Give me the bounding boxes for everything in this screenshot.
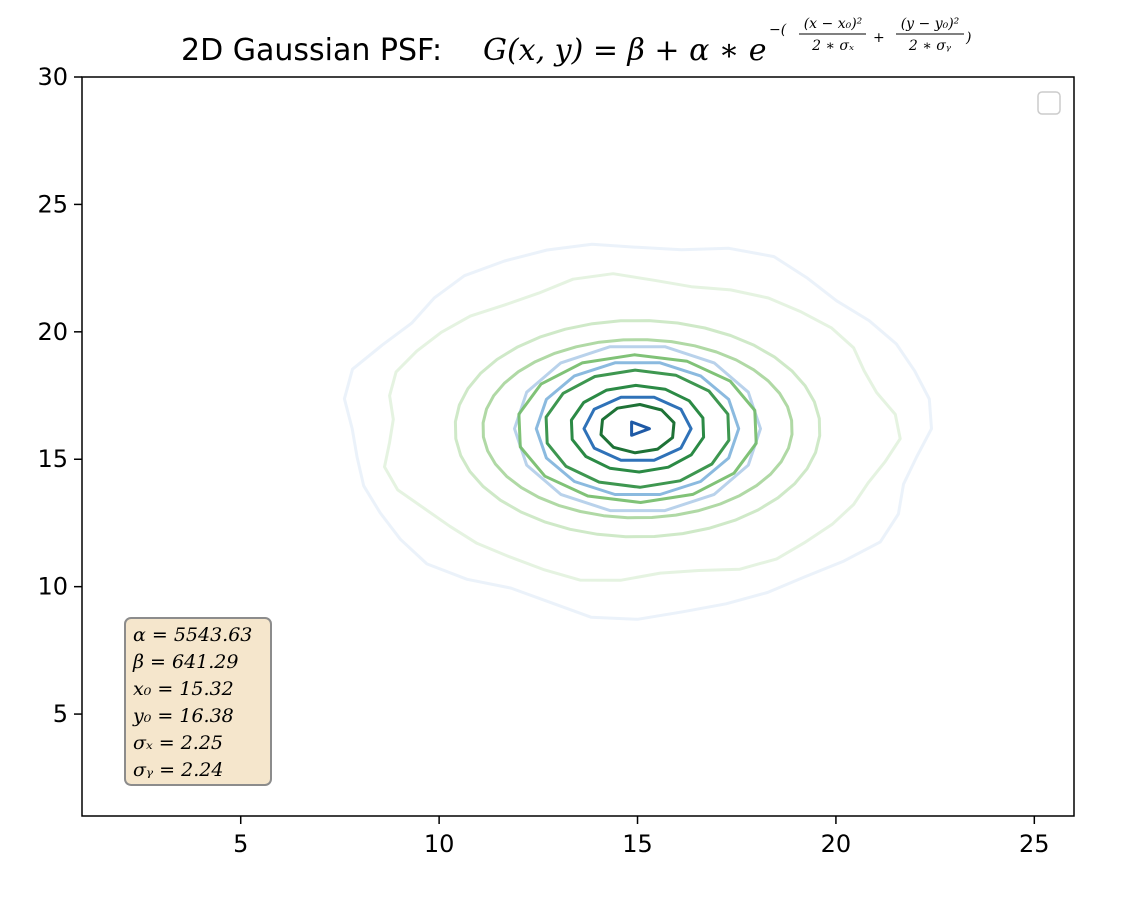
title-frac1-numerator: (x − x₀)² [804, 16, 863, 32]
contour-level-greens-0 [383, 272, 902, 582]
y-tick-label: 10 [37, 573, 68, 601]
y-tick-label: 20 [37, 318, 68, 346]
params-box-background [124, 617, 272, 786]
contour-level-greens-1 [453, 319, 822, 539]
y-tick-label: 15 [37, 445, 68, 473]
y-tick-label: 25 [37, 190, 68, 218]
y-tick-label: 5 [53, 700, 68, 728]
contour-level-greens-3 [517, 353, 758, 504]
contour-level-greens-6 [599, 403, 676, 455]
title-frac2-denominator: 2 ∗ σᵧ [908, 38, 952, 54]
contour-level-blues-0 [342, 242, 933, 621]
param-x0: x₀ = 15.32 [133, 678, 234, 700]
title-frac1-denominator: 2 ∗ σₓ [811, 38, 854, 54]
x-tick-label: 5 [233, 830, 248, 858]
title-plus: + [873, 30, 885, 46]
contour-level-greens-2 [481, 338, 794, 520]
chart-title: 2D Gaussian PSF: G(x, y) = β + α ∗ e −( … [181, 16, 971, 68]
title-frac2-numerator: (y − y₀)² [901, 16, 960, 32]
contour-level-greens-5 [569, 383, 706, 474]
param-alpha: α = 5543.63 [133, 624, 252, 646]
contour-layer [342, 242, 933, 621]
contour-level-blues-2 [534, 361, 741, 496]
param-sigma-y: σᵧ = 2.24 [133, 759, 223, 781]
param-beta: β = 641.29 [132, 651, 238, 673]
title-exponent-lead: −( [769, 22, 787, 38]
legend-box [1037, 91, 1061, 115]
y-tick-label: 30 [37, 63, 68, 91]
title-formula-base: G(x, y) = β + α ∗ e [483, 33, 767, 68]
param-sigma-x: σₓ = 2.25 [133, 732, 223, 754]
params-box: α = 5543.63 β = 641.29 x₀ = 15.32 y₀ = 1… [124, 617, 272, 786]
title-prefix: 2D Gaussian PSF: [181, 33, 442, 68]
x-tick-label: 20 [821, 830, 852, 858]
x-tick-label: 10 [424, 830, 455, 858]
x-axis: 5 10 15 20 25 [233, 816, 1050, 858]
contour-level-blues-1 [513, 345, 762, 513]
contour-level-blues-4 [630, 420, 651, 437]
y-axis: 5 10 15 20 25 30 [37, 63, 82, 728]
title-exponent-tail: ) [965, 30, 971, 46]
contour-level-greens-4 [544, 368, 731, 489]
param-y0: y₀ = 16.38 [132, 705, 234, 727]
x-tick-label: 15 [622, 830, 653, 858]
x-tick-label: 25 [1019, 830, 1050, 858]
contour-level-blues-3 [582, 395, 693, 462]
